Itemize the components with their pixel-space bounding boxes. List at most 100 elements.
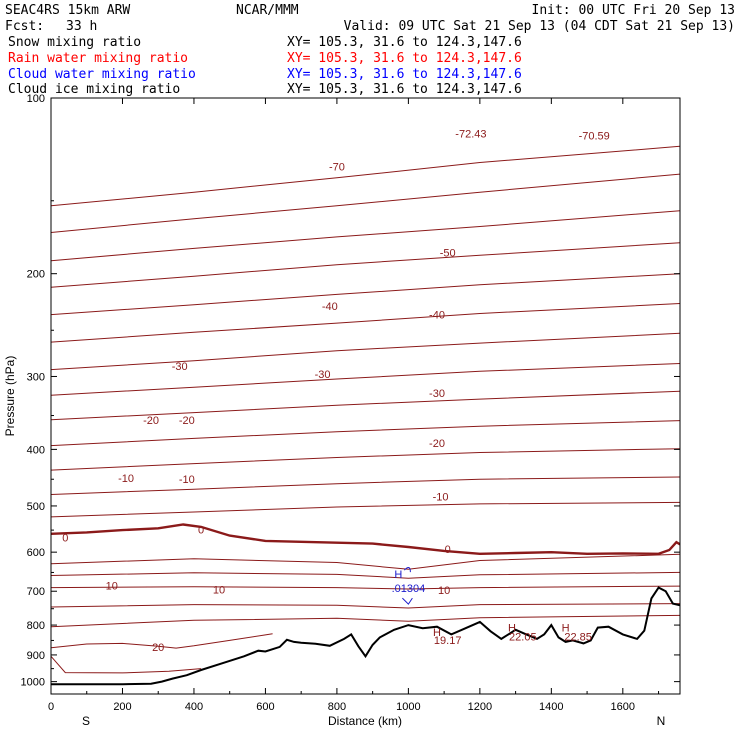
contour-label: -30 bbox=[315, 369, 331, 381]
isotherm-line bbox=[51, 210, 680, 262]
isotherm-line bbox=[51, 585, 680, 590]
field-xy: XY= 105.3, 31.6 to 124.3,147.6 bbox=[287, 82, 522, 97]
contour-label: 10 bbox=[106, 581, 118, 593]
isotherm-line bbox=[51, 390, 680, 421]
y-tick-label: 900 bbox=[27, 650, 45, 662]
field-xy: XY= 105.3, 31.6 to 124.3,147.6 bbox=[287, 51, 522, 66]
x-tick-label: 600 bbox=[256, 701, 274, 713]
y-tick-label: 200 bbox=[27, 269, 45, 281]
x-tick-label: 1600 bbox=[611, 701, 635, 713]
y-tick-label: 400 bbox=[27, 444, 45, 456]
isotherm-line bbox=[51, 523, 680, 556]
isotherm-line bbox=[51, 633, 273, 649]
contour-label: -10 bbox=[433, 492, 449, 504]
contour-label: -70 bbox=[329, 161, 345, 173]
y-tick-label: 700 bbox=[27, 586, 45, 598]
isotherm-line bbox=[51, 553, 680, 570]
field-name: Cloud ice mixing ratio bbox=[8, 82, 180, 97]
contour-label: H bbox=[508, 623, 516, 635]
y-tick-label: 300 bbox=[27, 372, 45, 384]
x-tick-label: 800 bbox=[328, 701, 346, 713]
contour-label: -30 bbox=[172, 361, 188, 373]
field-xy: XY= 105.3, 31.6 to 124.3,147.6 bbox=[287, 67, 522, 82]
contour-label: 22.05 bbox=[509, 632, 537, 644]
y-tick-label: 500 bbox=[27, 501, 45, 513]
isotherm-line bbox=[51, 655, 202, 674]
contour-label: -30 bbox=[429, 388, 445, 400]
isotherm-line bbox=[51, 614, 680, 628]
contour-label: -40 bbox=[322, 301, 338, 313]
contour-label: 0 bbox=[62, 532, 68, 544]
contour-label: 0 bbox=[445, 544, 451, 556]
south-label: S bbox=[82, 714, 90, 728]
plot-area: -70 -72.43 -70.59 -50 -40 -40 -30 -30 -30 -20 -20 -… bbox=[21, 93, 681, 713]
y-axis-label: Pressure (hPa) bbox=[3, 356, 17, 437]
isotherm-line bbox=[51, 448, 680, 471]
field-name: Cloud water mixing ratio bbox=[8, 67, 196, 82]
contour-label: -20 bbox=[429, 438, 445, 450]
contour-label: -10 bbox=[118, 473, 134, 485]
y-tick-label: 800 bbox=[27, 620, 45, 632]
valid-time: Valid: 09 UTC Sat 21 Sep 13 (04 CDT Sat … bbox=[344, 19, 735, 34]
terrain-line bbox=[51, 586, 680, 686]
cloud-water-value: .01304 bbox=[392, 583, 426, 595]
x-tick-label: 0 bbox=[48, 701, 54, 713]
contour-label: -20 bbox=[179, 415, 195, 427]
x-axis: 0 200 400 600 800 1000 1200 1400 1600 bbox=[48, 98, 660, 713]
isotherm-line bbox=[51, 501, 680, 518]
init-time: Init: 00 UTC Fri 20 Sep 13 bbox=[532, 3, 736, 18]
contour-label: H bbox=[562, 623, 570, 635]
contour-label: -70.59 bbox=[579, 131, 610, 143]
contour-label: 20 bbox=[152, 642, 164, 654]
contour-label: 0 bbox=[198, 525, 204, 537]
x-tick-label: 1400 bbox=[539, 701, 563, 713]
fcst-value: 33 h bbox=[66, 19, 97, 34]
isotherm-line bbox=[51, 145, 680, 207]
terrain-line bbox=[51, 586, 680, 686]
field-xy: XY= 105.3, 31.6 to 124.3,147.6 bbox=[287, 35, 522, 50]
contour-labels: -70 -72.43 -70.59 -50 -40 -40 -30 -30 -30 -20 -20 -… bbox=[62, 128, 610, 654]
org-label: NCAR/MMM bbox=[236, 3, 299, 18]
cloud-water-contour bbox=[402, 567, 413, 605]
contour-label: 10 bbox=[438, 585, 450, 597]
isotherm-line bbox=[51, 571, 680, 579]
isotherm-lines bbox=[51, 145, 680, 674]
contour-label: -72.43 bbox=[455, 128, 486, 140]
cloud-water-marker: H bbox=[394, 569, 402, 581]
isotherm-line bbox=[51, 242, 680, 288]
y-tick-label: 1000 bbox=[21, 677, 45, 689]
contour-label: -20 bbox=[143, 415, 159, 427]
field-legend: Snow mixing ratio XY= 105.3, 31.6 to 124… bbox=[8, 35, 522, 97]
x-tick-label: 200 bbox=[113, 701, 131, 713]
fcst-label: Fcst: bbox=[5, 19, 44, 34]
x-tick-label: 400 bbox=[185, 701, 203, 713]
field-name: Snow mixing ratio bbox=[8, 35, 141, 50]
contour-label: -50 bbox=[440, 248, 456, 260]
y-tick-label: 100 bbox=[27, 93, 45, 105]
field-name: Rain water mixing ratio bbox=[8, 51, 188, 66]
north-label: N bbox=[657, 714, 666, 728]
isotherm-line bbox=[51, 303, 680, 343]
isotherm-line bbox=[51, 173, 680, 233]
isotherm-line bbox=[51, 603, 680, 609]
contour-label: 10 bbox=[213, 584, 225, 596]
isotherm-line bbox=[51, 332, 680, 371]
contour-label: -40 bbox=[429, 310, 445, 322]
isotherm-line bbox=[51, 420, 680, 447]
isotherm-line bbox=[51, 476, 680, 495]
model-title: SEAC4RS 15km ARW bbox=[5, 3, 130, 18]
y-tick-label: 600 bbox=[27, 547, 45, 559]
isotherm-line bbox=[51, 363, 680, 396]
isotherm-line bbox=[51, 273, 680, 316]
plot-frame bbox=[50, 97, 681, 695]
x-axis-label: Distance (km) bbox=[328, 714, 402, 728]
contour-label: H bbox=[433, 627, 441, 639]
contour-label: 19.17 bbox=[434, 635, 462, 647]
x-tick-label: 1200 bbox=[468, 701, 492, 713]
contour-label: 22.85 bbox=[564, 632, 592, 644]
contour-label: -10 bbox=[179, 474, 195, 486]
cloud-water-max: H .01304 bbox=[392, 567, 426, 605]
x-tick-label: 1000 bbox=[396, 701, 420, 713]
